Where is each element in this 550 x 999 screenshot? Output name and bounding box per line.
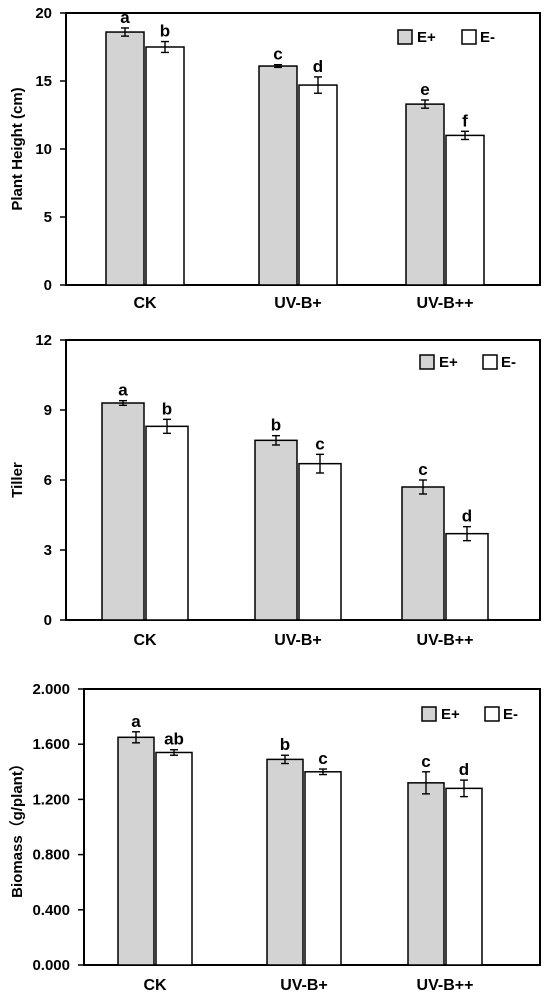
bar-E--UV-B++ <box>445 787 483 966</box>
y-tick-label: 1.200 <box>32 791 70 808</box>
significance-label: b <box>271 416 281 435</box>
bar-E+-UV-B+ <box>258 65 298 286</box>
significance-label: b <box>162 399 172 418</box>
x-tick-label: UV-B++ <box>417 632 474 649</box>
x-tick-label: CK <box>133 295 157 312</box>
significance-label: b <box>160 22 170 41</box>
x-tick-label: CK <box>143 977 167 994</box>
y-tick-label: 3 <box>44 542 52 559</box>
bar-E--CK <box>145 46 185 286</box>
significance-label: a <box>131 712 141 731</box>
bar-E--UV-B+ <box>298 462 342 621</box>
legend-label: E- <box>480 29 495 46</box>
x-tick-label: UV-B++ <box>417 977 474 994</box>
y-tick-label: 20 <box>35 5 52 22</box>
y-tick-label: 0 <box>44 612 52 629</box>
y-tick-label: 0.800 <box>32 847 70 864</box>
y-tick-label: 5 <box>44 209 52 226</box>
y-tick-label: 6 <box>44 472 52 489</box>
significance-label: c <box>273 45 282 64</box>
bar-E--CK <box>145 425 189 621</box>
significance-label: f <box>462 111 468 130</box>
y-tick-label: 12 <box>35 332 52 349</box>
legend-label: E- <box>501 354 516 371</box>
y-tick-label: 9 <box>44 402 52 419</box>
legend-swatch-E+ <box>421 706 437 722</box>
bar-E--UV-B++ <box>445 134 485 286</box>
chart-panel-2: 0 3 6 9 12 Tiller a b CK b c UV-B+ c d UV-B++ E+ E- <box>9 332 541 649</box>
significance-label: c <box>315 434 324 453</box>
significance-label: c <box>418 460 427 479</box>
y-axis-label: Tiller <box>9 462 26 498</box>
chart-panel-1: 0 5 10 15 20 Plant Height (cm) a b CK c d UV-B+ e f UV… <box>9 5 541 312</box>
bar-E+-UV-B+ <box>266 758 304 966</box>
x-tick-label: UV-B+ <box>274 295 322 312</box>
x-tick-label: CK <box>133 632 157 649</box>
bar-E+-UV-B++ <box>405 103 445 286</box>
bar-E--UV-B+ <box>298 84 338 286</box>
y-tick-label: 0 <box>44 277 52 294</box>
legend: E+ E- <box>397 29 495 46</box>
legend-swatch-E- <box>484 706 500 722</box>
legend-label: E- <box>503 706 518 723</box>
bar-E+-CK <box>117 736 155 966</box>
y-tick-label: 10 <box>35 141 52 158</box>
bar-E+-UV-B+ <box>254 439 298 621</box>
y-axis-label: Plant Height (cm) <box>9 87 26 210</box>
y-tick-label: 15 <box>35 73 52 90</box>
y-tick-label: 2.000 <box>32 681 70 698</box>
y-tick-label: 1.600 <box>32 736 70 753</box>
significance-label: a <box>120 8 130 27</box>
significance-label: c <box>318 749 327 768</box>
chart-panel-3: 0.000 0.400 0.800 1.200 1.600 2.000 Biomass（g/… <box>8 681 541 994</box>
legend-swatch-E- <box>482 354 498 370</box>
bar-E+-UV-B++ <box>401 486 445 621</box>
significance-label: a <box>118 381 128 400</box>
significance-label: c <box>421 752 430 771</box>
x-tick-label: UV-B+ <box>274 632 322 649</box>
legend-swatch-E+ <box>397 29 413 45</box>
y-tick-label: 0.400 <box>32 902 70 919</box>
bar-E--UV-B+ <box>304 771 342 966</box>
bar-E--UV-B++ <box>445 532 489 621</box>
significance-label: d <box>459 760 469 779</box>
legend-swatch-E+ <box>419 354 435 370</box>
y-axis-label: Biomass（g/plant） <box>8 756 26 898</box>
legend-label: E+ <box>439 354 458 371</box>
x-tick-label: UV-B++ <box>417 295 474 312</box>
significance-label: d <box>313 57 323 76</box>
significance-label: ab <box>164 730 184 749</box>
bar-E+-CK <box>105 31 145 286</box>
x-tick-label: UV-B+ <box>280 977 328 994</box>
legend-swatch-E- <box>461 29 477 45</box>
legend-label: E+ <box>417 29 436 46</box>
significance-label: d <box>462 507 472 526</box>
legend: E+ E- <box>421 706 518 723</box>
bar-E--CK <box>155 751 193 966</box>
bar-E+-CK <box>101 402 145 621</box>
legend-label: E+ <box>441 706 460 723</box>
significance-label: e <box>420 80 429 99</box>
bar-E+-UV-B++ <box>407 782 445 966</box>
legend: E+ E- <box>419 354 516 371</box>
y-tick-label: 0.000 <box>32 957 70 974</box>
significance-label: b <box>280 735 290 754</box>
